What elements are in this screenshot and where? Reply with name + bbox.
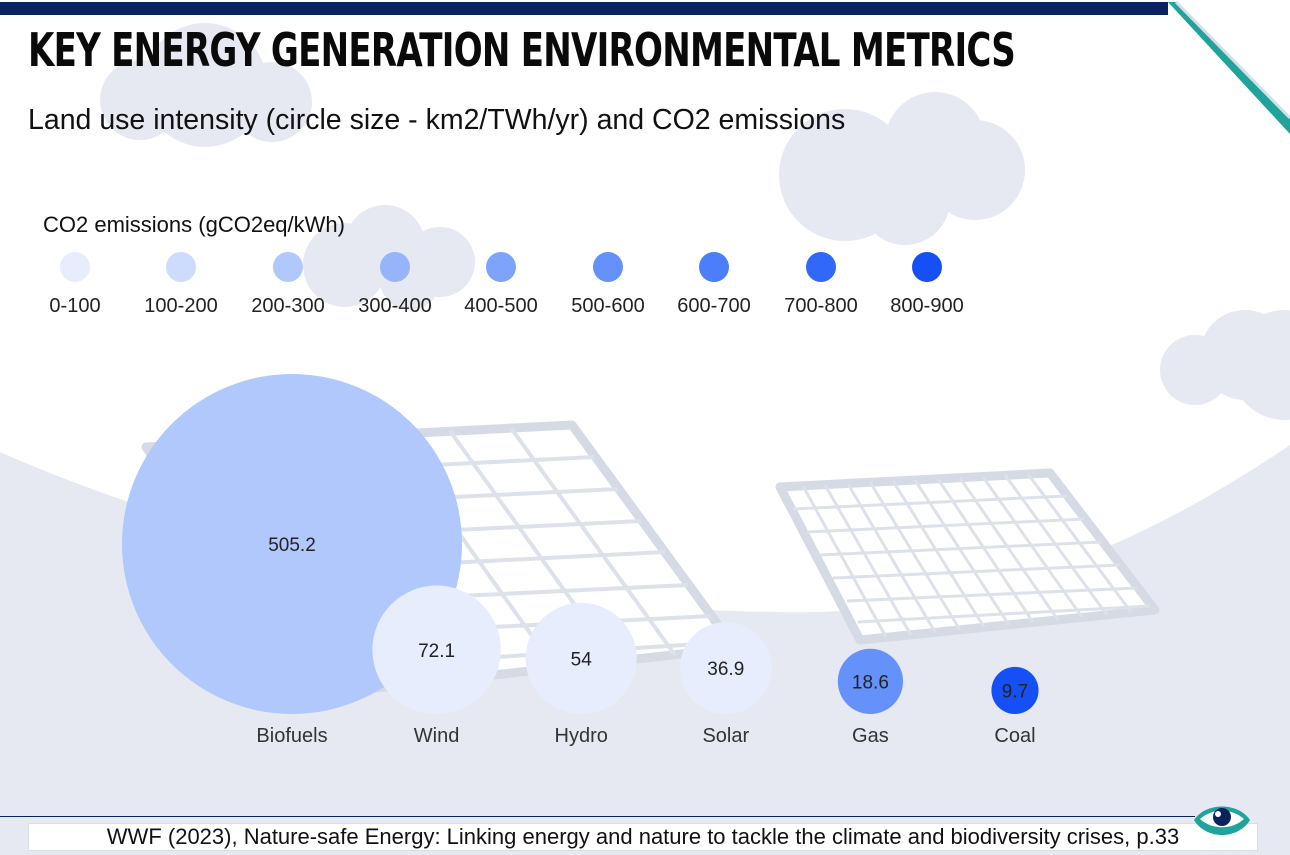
chart-subtitle: Land use intensity (circle size - km2/TW… <box>28 104 846 136</box>
cloud-icon <box>779 92 1025 245</box>
legend-label: 0-100 <box>49 295 101 312</box>
bubble-hydro <box>525 602 637 715</box>
legend-swatch <box>60 252 90 282</box>
data-label: 18.6 <box>852 672 889 693</box>
bubble-coal <box>991 666 1039 714</box>
legend-label: 300-400 <box>358 295 432 312</box>
legend-item: 600-700 <box>664 252 764 312</box>
legend-item: 800-900 <box>877 252 977 312</box>
legend-label: 100-200 <box>144 295 218 312</box>
category-label: Solar <box>702 725 749 747</box>
legend-title: CO2 emissions (gCO2eq/kWh) <box>43 212 345 237</box>
legend-swatch <box>380 252 410 282</box>
source-citation: WWF (2023), Nature-safe Energy: Linking … <box>28 823 1258 851</box>
header-bar <box>0 2 1168 15</box>
data-label: 505.2 <box>268 535 316 556</box>
legend-swatch <box>486 252 516 282</box>
legend-item: 100-200 <box>131 252 231 312</box>
legend-label: 200-300 <box>251 295 325 312</box>
data-label: 36.9 <box>707 659 744 680</box>
legend-item: 300-400 <box>345 252 445 312</box>
legend-item: 500-600 <box>558 252 658 312</box>
footer-divider <box>0 816 1195 817</box>
legend-label: 800-900 <box>890 295 964 312</box>
legend-swatch <box>806 252 836 282</box>
legend-label: 600-700 <box>677 295 751 312</box>
legend-swatch <box>699 252 729 282</box>
data-label: 54 <box>571 649 593 670</box>
legend-swatch <box>273 252 303 282</box>
legend-label: 400-500 <box>464 295 538 312</box>
category-label: Coal <box>994 725 1035 747</box>
legend-item: 0-100 <box>25 252 125 312</box>
legend-swatch <box>166 252 196 282</box>
legend-item: 400-500 <box>451 252 551 312</box>
legend-label: 500-600 <box>571 295 645 312</box>
bubble-wind <box>372 585 501 714</box>
legend-swatch <box>593 252 623 282</box>
legend-item: 700-800 <box>771 252 871 312</box>
category-label: Wind <box>414 725 460 747</box>
data-label: 9.7 <box>1002 681 1028 702</box>
category-label: Biofuels <box>256 725 327 747</box>
cloud-icon <box>100 23 312 147</box>
bubble-gas <box>837 648 904 715</box>
legend-label: 700-800 <box>784 295 858 312</box>
cloud-icon <box>1160 310 1290 420</box>
category-label: Hydro <box>555 725 608 747</box>
solar-panel-icon <box>775 468 1160 645</box>
legend-item: 200-300 <box>238 252 338 312</box>
data-label: 72.1 <box>418 641 455 662</box>
bubble-solar <box>679 622 772 715</box>
legend-swatch <box>912 252 942 282</box>
page-title: KEY ENERGY GENERATION ENVIRONMENTAL METR… <box>28 23 1016 77</box>
category-label: Gas <box>852 725 889 747</box>
eye-logo-icon <box>1194 806 1250 835</box>
